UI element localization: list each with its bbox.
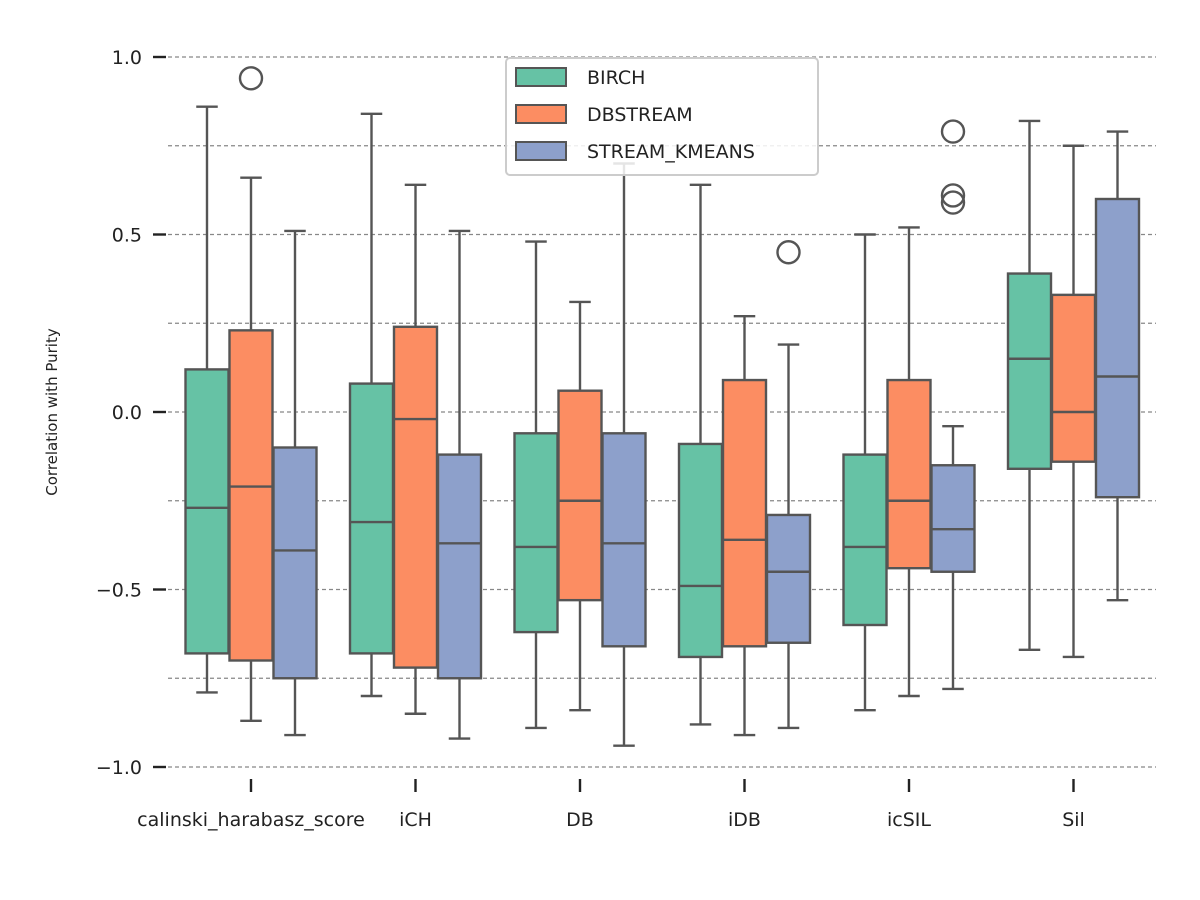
outlier-point <box>238 66 264 91</box>
box <box>765 240 812 730</box>
y-tick-label: 1.0 <box>112 47 142 69</box>
box <box>392 183 439 715</box>
y-tick-label: 0.5 <box>112 225 142 247</box>
box-body <box>601 432 647 648</box>
box <box>601 162 647 747</box>
box <box>842 233 888 712</box>
box <box>272 229 318 737</box>
outlier-point <box>940 183 966 208</box>
box-body <box>1006 272 1053 470</box>
legend-swatch <box>515 141 567 161</box>
box-body <box>228 329 274 662</box>
series-birch <box>184 105 1053 730</box>
outlier-point <box>940 119 966 144</box>
box <box>184 105 230 694</box>
box-body <box>513 432 559 634</box>
x-tick-label: DB <box>566 809 594 831</box>
box-body <box>930 464 976 573</box>
box <box>1050 144 1097 659</box>
x-tick-label: Sil <box>1062 809 1085 831</box>
x-tick-label: icSIL <box>887 809 931 831</box>
y-axis-label: Correlation with Purity <box>43 328 61 496</box>
legend-swatch <box>515 67 567 87</box>
box-body <box>886 378 932 570</box>
box-body <box>436 453 483 680</box>
box-body <box>765 513 812 644</box>
series-stream_kmeans <box>272 119 1141 747</box>
y-axis: 1.0 0.5 0.0 −0.5 −1.0 <box>96 47 166 779</box>
box <box>513 240 559 730</box>
box <box>721 314 768 737</box>
box <box>1006 119 1053 652</box>
box <box>557 300 603 712</box>
box-body <box>677 442 724 659</box>
y-tick-label: 0.0 <box>112 402 142 424</box>
x-tick-label: iDB <box>728 809 761 831</box>
box <box>886 226 932 698</box>
box-body <box>184 368 230 655</box>
box <box>677 183 724 726</box>
box-body <box>272 446 318 680</box>
box-body <box>1094 197 1141 499</box>
box-body <box>557 389 603 602</box>
box <box>228 66 274 723</box>
legend-frame <box>505 57 819 176</box>
box-body <box>392 325 439 669</box>
box <box>930 119 976 691</box>
box-body <box>1050 293 1097 463</box>
x-tick-label: iCH <box>399 809 432 831</box>
legend-entry-label: DBSTREAM <box>587 104 693 126</box>
x-tick-label: calinski_harabasz_score <box>137 809 365 831</box>
y-tick-label: −1.0 <box>96 757 142 779</box>
box <box>436 229 483 740</box>
legend-swatch <box>515 104 567 124</box>
legend-entry-label: BIRCH <box>587 67 645 89</box>
box <box>1094 130 1141 602</box>
box <box>348 112 395 698</box>
box-body <box>721 378 768 648</box>
y-tick-label: −0.5 <box>96 580 142 602</box>
x-axis: calinski_harabasz_score iCH DB iDB icSIL Sil <box>137 779 1085 831</box>
box-series <box>184 66 1141 747</box>
outlier-point <box>776 240 801 265</box>
box-body <box>842 453 888 627</box>
legend-entry-label: STREAM_KMEANS <box>587 141 755 163</box>
outlier-point <box>940 190 966 215</box>
box-body <box>348 382 395 655</box>
legend: BIRCH DBSTREAM STREAM_KMEANS <box>505 57 819 176</box>
